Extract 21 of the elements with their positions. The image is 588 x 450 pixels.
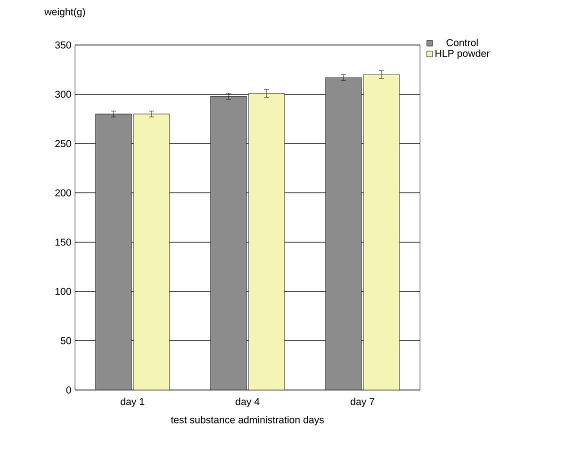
- x-tick-label: day 4: [236, 398, 260, 408]
- bar: [248, 93, 285, 390]
- x-tick-label: day 7: [350, 398, 374, 408]
- y-tick-label: 150: [56, 238, 72, 246]
- bar: [210, 96, 247, 390]
- x-axis-title: test substance administration days: [170, 416, 324, 426]
- bar: [95, 114, 132, 390]
- y-axis-title: weight(g): [44, 8, 85, 18]
- bar: [325, 77, 362, 390]
- y-tick-label: 250: [55, 140, 72, 148]
- y-tick-label: 100: [56, 288, 72, 295]
- y-tick-label: 300: [55, 90, 72, 98]
- y-tick-label: 350: [55, 41, 72, 49]
- bar: [363, 74, 400, 390]
- y-tick-label: 0: [66, 386, 72, 394]
- bar: [133, 114, 170, 390]
- legend-label: Control: [446, 38, 478, 46]
- legend-label: HLP powder: [436, 50, 490, 59]
- y-tick-label: 50: [60, 337, 72, 344]
- x-tick-label: day 1: [120, 398, 144, 408]
- y-tick-label: 200: [55, 189, 72, 196]
